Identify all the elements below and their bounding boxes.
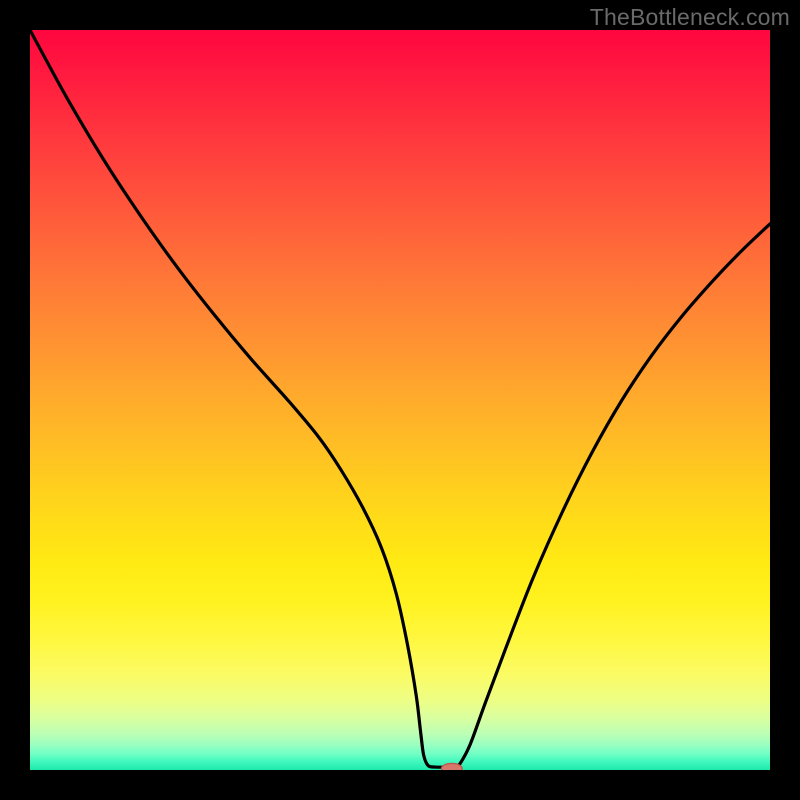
plot-area [30,30,770,770]
bottleneck-curve [30,30,770,770]
chart-frame: TheBottleneck.com [0,0,800,800]
optimal-point-marker [441,763,462,770]
watermark-text: TheBottleneck.com [590,4,790,31]
